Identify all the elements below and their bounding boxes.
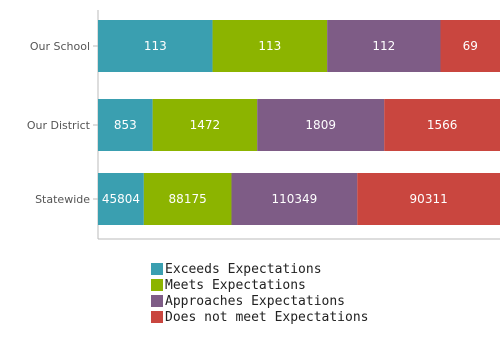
category-label-our-district: Our District (27, 119, 91, 132)
legend-item-approaches-expectations: Approaches Expectations (151, 293, 369, 309)
category-label-statewide: Statewide (35, 193, 90, 206)
category-label-our-school: Our School (30, 40, 90, 53)
chart-legend: Exceeds Expectations Meets Expectations Ap… (151, 261, 369, 325)
legend-item-does-not-meet-expectations: Does not meet Expectations (151, 309, 369, 325)
data-label-our-school-exceeds-expectations: 113 (144, 39, 167, 53)
bar-our-district-does-not-meet-expectations (384, 99, 500, 151)
data-label-our-school-approaches-expectations: 112 (372, 39, 395, 53)
legend-swatch-meets-expectations (151, 279, 163, 291)
legend-label-meets-expectations: Meets Expectations (165, 277, 306, 293)
chart-bars (98, 20, 500, 225)
legend-swatch-exceeds-expectations (151, 263, 163, 275)
chart-labels: Our School 113 113 112 69 Our District 853 1472… (27, 39, 478, 206)
legend-label-approaches-expectations: Approaches Expectations (165, 293, 346, 309)
legend-item-exceeds-expectations: Exceeds Expectations (151, 261, 369, 277)
data-label-statewide-approaches-expectations: 110349 (271, 192, 317, 206)
bar-statewide-approaches-expectations (231, 173, 358, 225)
data-label-our-school-does-not-meet-expectations: 69 (463, 39, 478, 53)
bar-our-district-exceeds-expectations (98, 99, 153, 151)
bar-our-school-approaches-expectations (327, 20, 441, 72)
legend-swatch-does-not-meet-expectations (151, 311, 163, 323)
legend-label-exceeds-expectations: Exceeds Expectations (165, 261, 322, 277)
bar-our-district-meets-expectations (152, 99, 258, 151)
bar-our-school-exceeds-expectations (98, 20, 213, 72)
data-label-our-district-approaches-expectations: 1809 (305, 118, 336, 132)
data-label-our-district-exceeds-expectations: 853 (114, 118, 137, 132)
legend-swatch-approaches-expectations (151, 295, 163, 307)
data-label-statewide-meets-expectations: 88175 (169, 192, 207, 206)
data-label-our-school-meets-expectations: 113 (258, 39, 281, 53)
bar-our-school-does-not-meet-expectations (440, 20, 500, 72)
bar-our-school-meets-expectations (212, 20, 328, 72)
legend-item-meets-expectations: Meets Expectations (151, 277, 369, 293)
bar-statewide-does-not-meet-expectations (357, 173, 500, 225)
bar-statewide-meets-expectations (143, 173, 232, 225)
legend-label-does-not-meet-expectations: Does not meet Expectations (165, 309, 369, 325)
data-label-statewide-does-not-meet-expectations: 90311 (410, 192, 448, 206)
data-label-our-district-does-not-meet-expectations: 1566 (427, 118, 458, 132)
data-label-our-district-meets-expectations: 1472 (190, 118, 221, 132)
bar-statewide-exceeds-expectations (98, 173, 144, 225)
data-label-statewide-exceeds-expectations: 45804 (102, 192, 140, 206)
bar-our-district-approaches-expectations (257, 99, 385, 151)
